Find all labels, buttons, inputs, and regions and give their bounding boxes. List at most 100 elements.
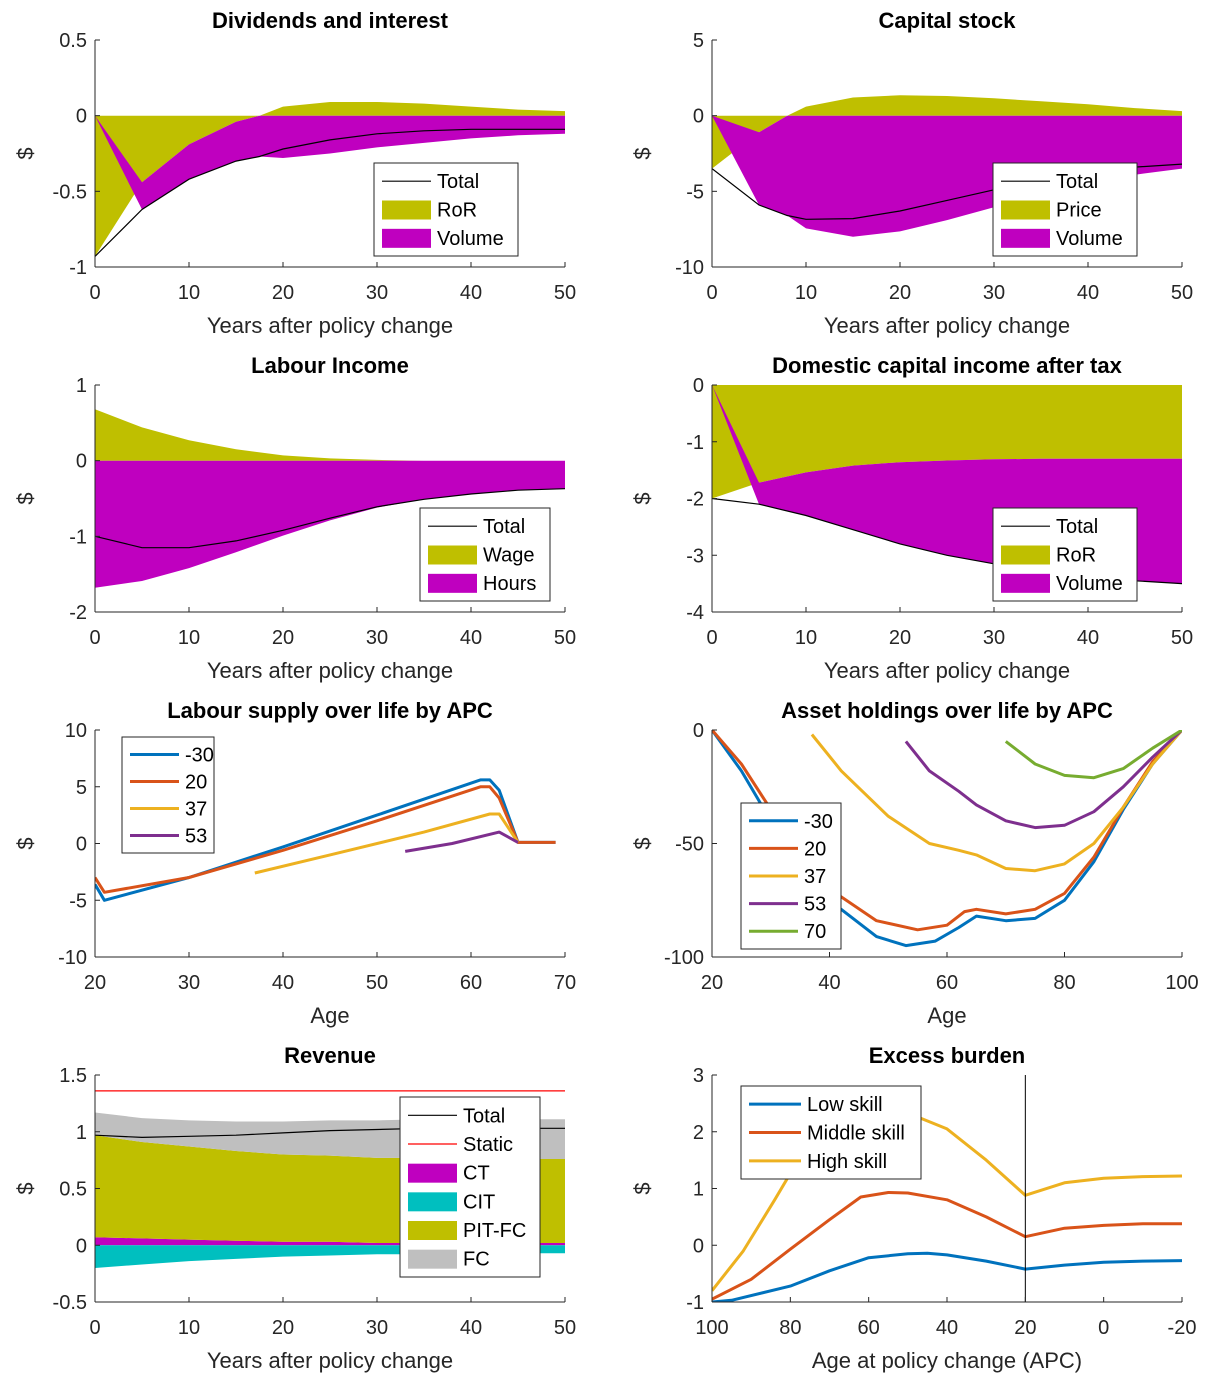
chart-2-x-tick-label: 30 [983,282,1005,304]
chart-4-x-tick-label: 0 [706,627,717,649]
chart-4-title: Domestic capital income after tax [772,353,1122,378]
chart-1-plot-area [95,102,565,257]
chart-5-x-tick-label: 60 [460,972,482,994]
chart-6-y-tick-label: -100 [664,947,704,969]
chart-4-legend: Total RoR Volume [992,507,1138,602]
chart-2-title: Capital stock [879,8,1017,33]
chart-1-x-label: Years after policy change [207,313,453,338]
chart-3-legend-hours-swatch [428,573,477,593]
chart-2-legend-volume-swatch [1001,228,1050,248]
chart-7-y-tick-label: 1.5 [59,1065,87,1087]
chart-4-legend-volume-label: Volume [1056,573,1123,595]
chart-1: 0 10 20 30 40 50 -1 -0.5 0 0.5 Dividends and inter… [13,8,576,338]
chart-7-y-label: $ [13,1182,38,1194]
chart-5-legend-20-label: 20 [185,772,207,794]
chart-5-y-label: $ [13,837,38,849]
chart-2-x-tick-label: 10 [795,282,817,304]
chart-7-title: Revenue [284,1043,376,1068]
chart-3-x-tick-label: 30 [366,627,388,649]
chart-7-x-label: Years after policy change [207,1348,453,1373]
chart-1-area-volume [95,115,565,210]
chart-2: 0 10 20 30 40 50 -10 -5 0 5 Capital stock Years aft… [630,8,1193,338]
chart-2-y-tick-label: 5 [693,30,704,52]
chart-1-x-tick-label: 0 [89,282,100,304]
chart-2-x-tick-label: 0 [706,282,717,304]
chart-8-line-middle-skill [712,1191,1182,1301]
chart-4-legend-total-label: Total [1056,516,1098,538]
chart-8-line-low-skill [712,1251,1182,1302]
chart-3-area-wage [95,409,565,461]
chart-8-x-tick-label: 100 [695,1317,728,1339]
chart-4-x-tick-label: 20 [889,627,911,649]
chart-6-legend: -30 20 37 53 70 [740,802,842,950]
chart-8-legend-high-skill-label: High skill [807,1151,887,1173]
chart-4-legend-ror-label: RoR [1056,545,1096,567]
chart-7-x-tick-label: 30 [366,1317,388,1339]
chart-5-legend-37-label: 37 [185,799,207,821]
chart-8-legend-middle-skill-label: Middle skill [807,1123,905,1145]
chart-2-x-tick-label: 40 [1077,282,1099,304]
chart-1-legend-ror-swatch [382,200,431,220]
chart-8-y-tick-label: 2 [693,1122,704,1144]
chart-5-x-tick-label: 70 [554,972,576,994]
chart-6-y-tick-label: -50 [675,834,704,856]
chart-5-x-label: Age [310,1003,349,1028]
chart-4-y-tick-label: 0 [693,375,704,397]
chart-6-line-53 [904,730,1182,830]
chart-6-legend-37-label: 37 [804,866,826,888]
chart-4: 0 10 20 30 40 50 -4 -3 -2 -1 0 Domestic capital inc… [630,353,1193,683]
chart-8-x-tick-label: 20 [1014,1317,1036,1339]
chart-8: 100 80 60 40 20 0 -20 -1 0 1 2 3 Excess burden Age at… [630,1043,1196,1373]
chart-4-x-tick-label: 40 [1077,627,1099,649]
chart-6-legend-53-label: 53 [804,894,826,916]
chart-5-x-tick-label: 40 [272,972,294,994]
chart-1-y-tick-label: -0.5 [53,181,87,203]
chart-1-x-tick-label: 30 [366,282,388,304]
chart-2-legend-total-label: Total [1056,171,1098,193]
chart-3-legend-hours-label: Hours [483,573,536,595]
chart-1-legend-volume-swatch [382,228,431,248]
chart-3-x-tick-label: 50 [554,627,576,649]
chart-6-x-tick-label: 20 [701,972,723,994]
chart-5-line-30 [95,778,556,902]
chart-3-x-label: Years after policy change [207,658,453,683]
chart-5-x-tick-label: 20 [84,972,106,994]
chart-8-x-tick-label: 60 [858,1317,880,1339]
chart-1-x-tick-label: 50 [554,282,576,304]
chart-7-legend-ct-label: CT [463,1163,490,1185]
chart-5-title: Labour supply over life by APC [167,698,493,723]
chart-4-x-tick-label: 50 [1171,627,1193,649]
chart-5-y-tick-label: 10 [65,720,87,742]
chart-1-x-tick-label: 10 [178,282,200,304]
chart-7-legend-fc-swatch [408,1249,457,1269]
chart-3-y-tick-label: -1 [69,526,87,548]
chart-6-x-tick-label: 40 [818,972,840,994]
chart-8-x-tick-label: 40 [936,1317,958,1339]
chart-8-y-tick-label: 3 [693,1065,704,1087]
chart-1-legend-ror-label: RoR [437,200,477,222]
chart-1-y-label: $ [13,147,38,159]
chart-7-x-tick-label: 0 [89,1317,100,1339]
chart-1-x-tick-label: 40 [460,282,482,304]
chart-3-y-tick-label: -2 [69,602,87,624]
chart-2-x-label: Years after policy change [824,313,1070,338]
chart-8-line-high-skill [712,1107,1182,1292]
chart-1-y-tick-label: 0.5 [59,30,87,52]
chart-5-y-tick-label: -10 [58,947,87,969]
chart-5-legend: -30 20 37 53 [121,736,215,854]
chart-7-y-tick-label: 0.5 [59,1179,87,1201]
chart-7-y-tick-label: -0.5 [53,1292,87,1314]
chart-8-x-tick-label: 80 [779,1317,801,1339]
chart-1-x-tick-label: 20 [272,282,294,304]
chart-6-legend-30-label: -30 [804,811,833,833]
chart-6-line-37 [810,730,1182,873]
chart-3-legend-wage-swatch [428,545,477,565]
chart-7-legend-cit-swatch [408,1192,457,1212]
chart-4-legend-volume-swatch [1001,573,1050,593]
chart-3-y-tick-label: 0 [76,451,87,473]
chart-2-area-volume [712,115,1182,237]
chart-5-y-tick-label: 0 [76,834,87,856]
chart-6-legend-70-label: 70 [804,921,826,943]
chart-4-x-label: Years after policy change [824,658,1070,683]
